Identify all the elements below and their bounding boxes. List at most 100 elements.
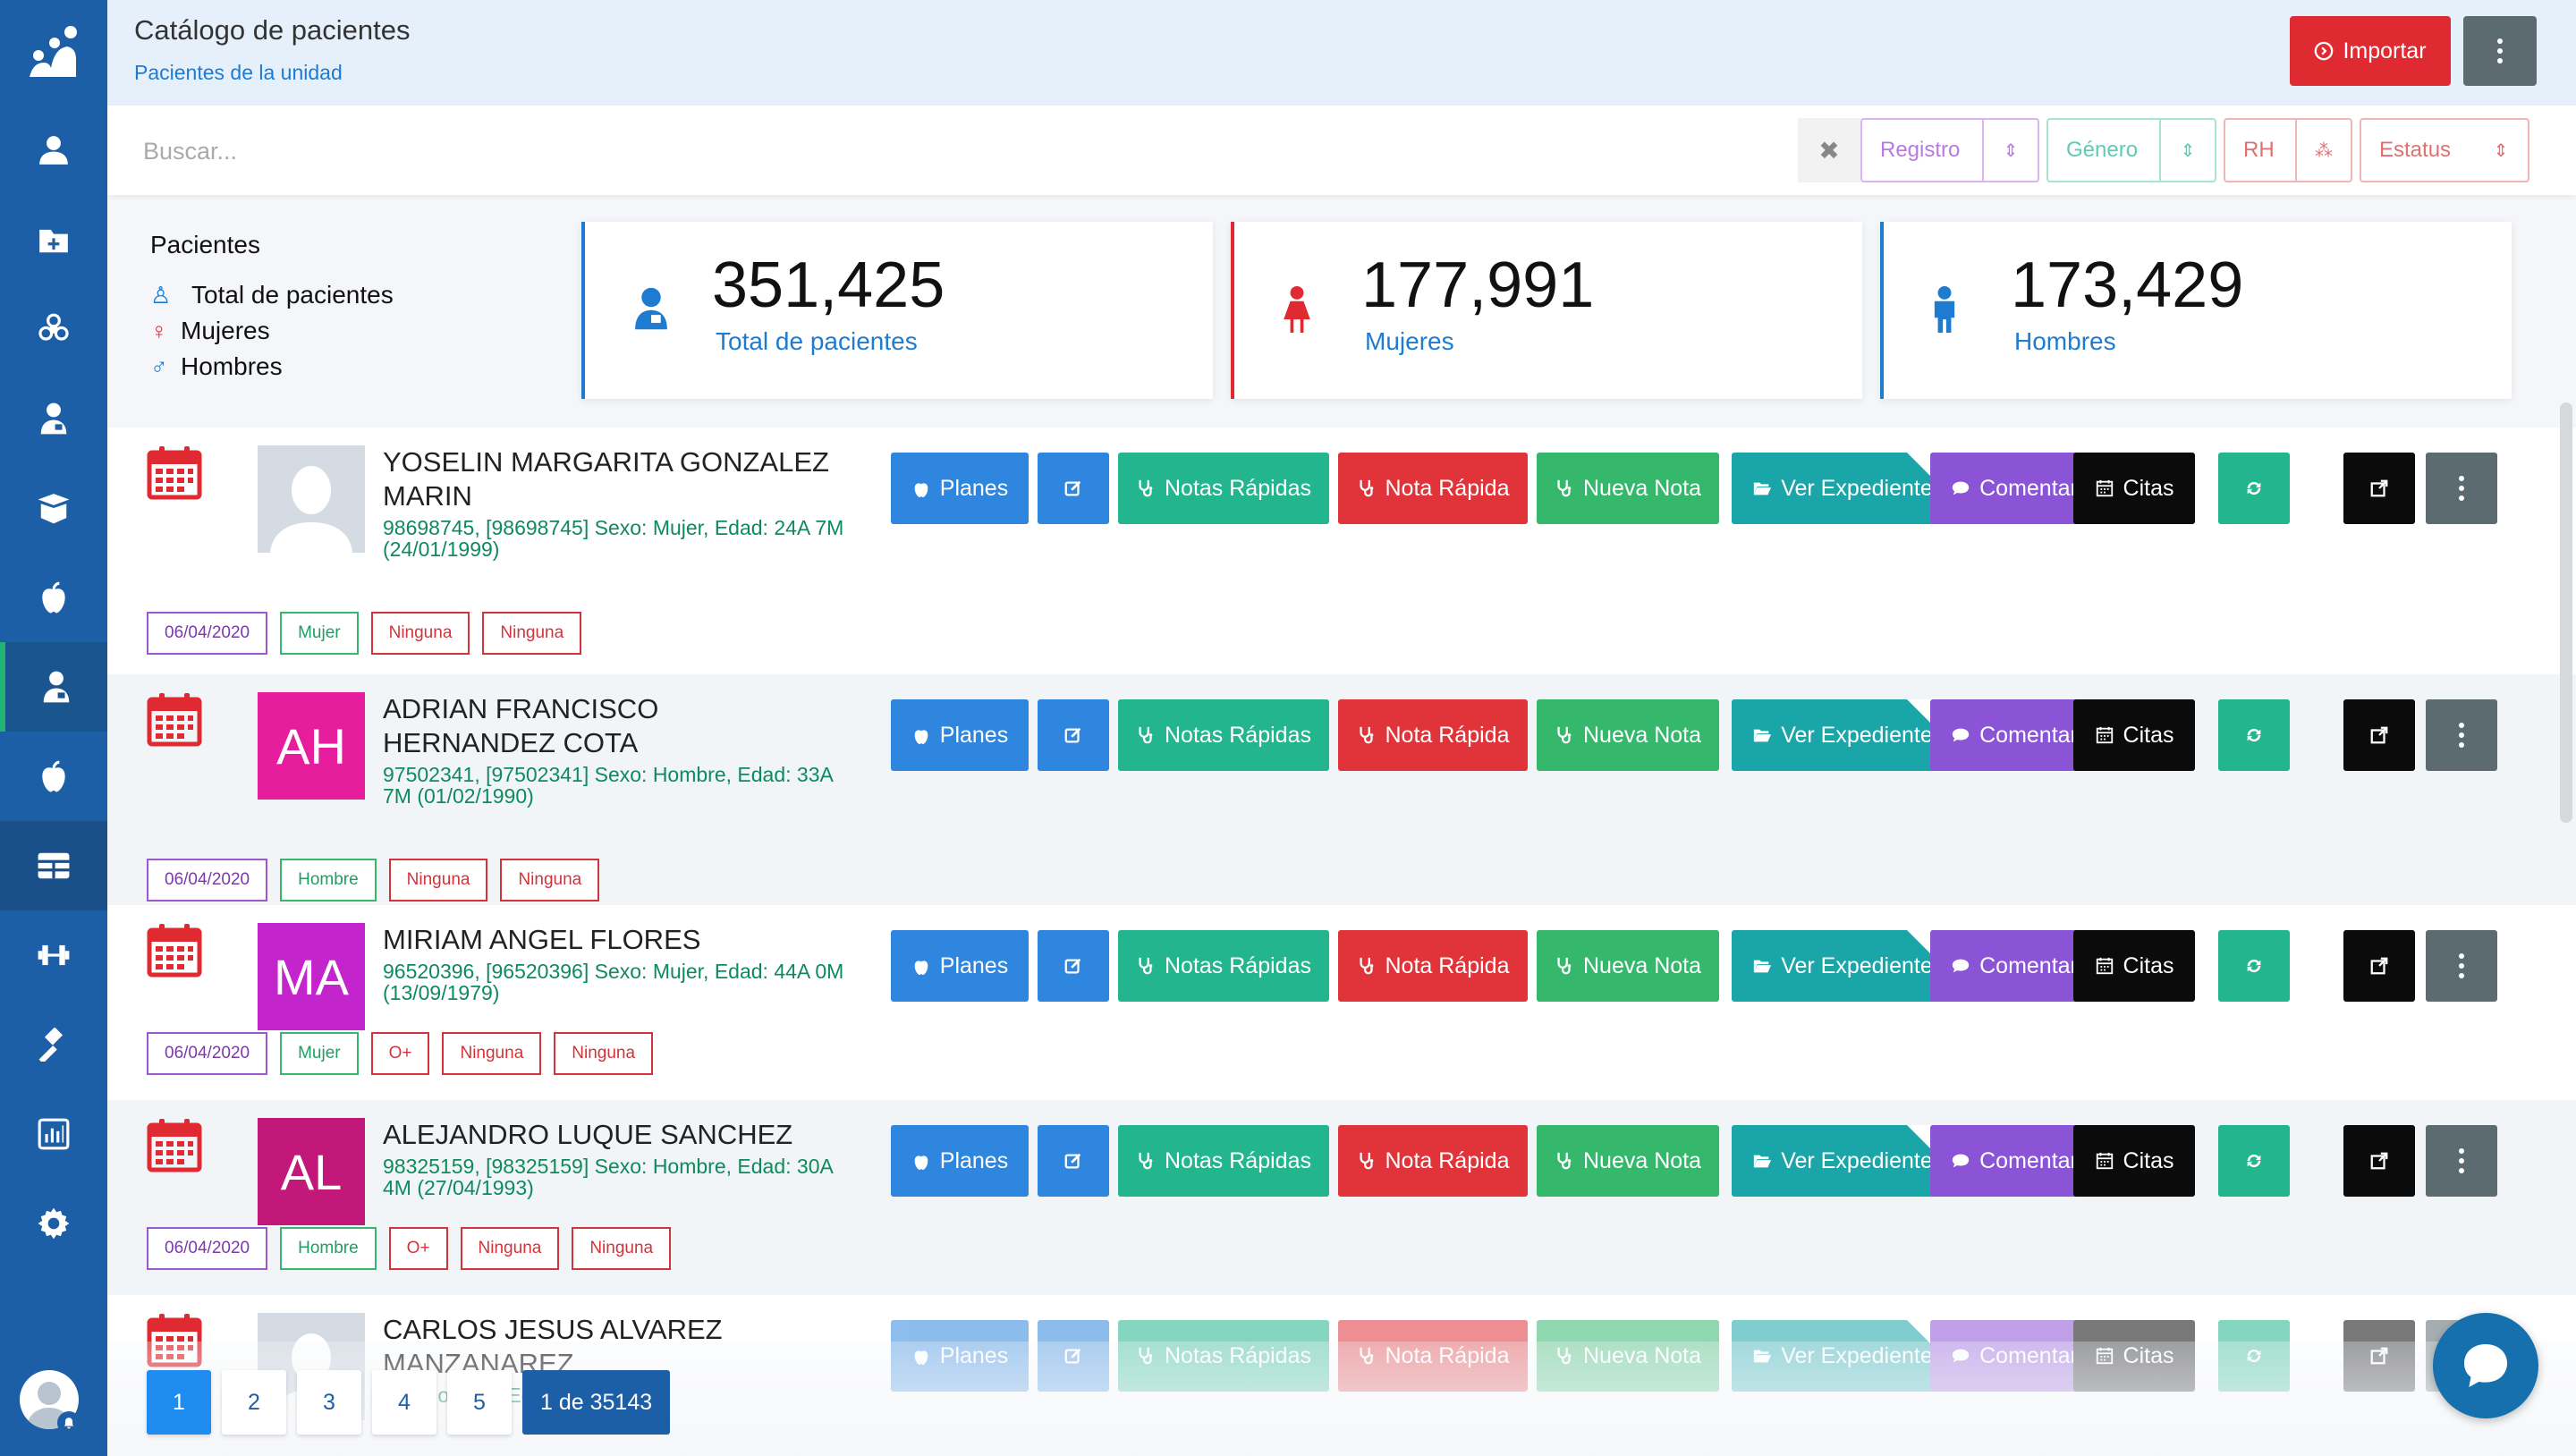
planes-button[interactable]: Planes <box>891 1125 1029 1197</box>
notas-rapidas-button[interactable]: Notas Rápidas <box>1118 930 1329 1002</box>
filter-estatus[interactable]: Estatus ⇕ <box>2360 118 2529 182</box>
citas-button[interactable]: Citas <box>2073 930 2195 1002</box>
scrollbar[interactable] <box>2560 402 2572 823</box>
bell-icon[interactable] <box>57 1411 80 1435</box>
ver-expediente-button[interactable]: Ver Expediente★ <box>1732 930 1953 1002</box>
sidebar-item-inventory[interactable] <box>0 463 107 553</box>
filter-rh[interactable]: RH ⁂ <box>2224 118 2352 182</box>
sidebar-item-legal[interactable] <box>0 1000 107 1089</box>
notas-rapidas-button[interactable]: Notas Rápidas <box>1118 1125 1329 1197</box>
edit-icon <box>1064 480 1081 496</box>
sync-button[interactable] <box>2218 699 2290 771</box>
user-icon: ♙ <box>150 281 172 309</box>
comments-icon <box>1952 1154 1970 1168</box>
user-injured-icon <box>635 287 667 330</box>
nueva-nota-button[interactable]: Nueva Nota <box>1537 699 1719 771</box>
condition-tag: Ninguna <box>572 1227 672 1270</box>
appointment-calendar[interactable] <box>147 692 202 748</box>
open-button[interactable] <box>2343 1125 2415 1197</box>
filter-genero[interactable]: Género ⇕ <box>2046 118 2216 182</box>
page-button[interactable]: 3 <box>297 1370 361 1435</box>
page-button[interactable]: 1 <box>147 1370 211 1435</box>
page-button[interactable]: 4 <box>372 1370 436 1435</box>
patient-name[interactable]: ADRIAN FRANCISCO HERNANDEZ COTA <box>383 693 659 758</box>
more-button[interactable] <box>2426 453 2497 524</box>
header-menu-button[interactable] <box>2463 16 2537 86</box>
patient-name[interactable]: MIRIAM ANGEL FLORES <box>383 924 701 955</box>
rh-tag: O+ <box>388 1227 448 1270</box>
chat-button[interactable] <box>2433 1313 2538 1418</box>
nota-rapida-button[interactable]: Nota Rápida <box>1338 699 1528 771</box>
app-logo[interactable] <box>0 0 107 106</box>
open-button[interactable] <box>2343 699 2415 771</box>
patient-tags: 06/04/2020 Hombre O+ Ninguna Ninguna <box>147 1227 672 1270</box>
nueva-nota-button[interactable]: Nueva Nota <box>1537 1125 1719 1197</box>
notas-rapidas-button-label: Notas Rápidas <box>1165 722 1311 748</box>
sidebar-item-doctors[interactable] <box>0 374 107 463</box>
comments-icon <box>1952 959 1970 973</box>
nota-rapida-button[interactable]: Nota Rápida <box>1338 930 1528 1002</box>
sync-button[interactable] <box>2218 453 2290 524</box>
condition-tag: Ninguna <box>500 859 600 902</box>
default-avatar-icon <box>258 445 365 553</box>
planes-button[interactable]: Planes <box>891 699 1029 771</box>
user-avatar[interactable] <box>20 1370 79 1429</box>
nota-rapida-button[interactable]: Nota Rápida <box>1338 453 1528 524</box>
page-subtitle[interactable]: Pacientes de la unidad <box>134 61 343 84</box>
citas-button[interactable]: Citas <box>2073 699 2195 771</box>
open-button[interactable] <box>2343 930 2415 1002</box>
edit-button[interactable] <box>1038 930 1109 1002</box>
patient-name[interactable]: ALEJANDRO LUQUE SANCHEZ <box>383 1119 793 1150</box>
sidebar-item-nutrition[interactable] <box>0 553 107 642</box>
appointment-calendar[interactable] <box>147 445 202 501</box>
ver-expediente-button[interactable]: Ver Expediente★ <box>1732 1125 1953 1197</box>
citas-button[interactable]: Citas <box>2073 1125 2195 1197</box>
stethoscope-icon <box>1557 479 1572 497</box>
sidebar-item-records[interactable] <box>0 195 107 284</box>
clear-search-button[interactable]: ✖ <box>1798 118 1860 182</box>
sidebar-item-diet[interactable] <box>0 732 107 821</box>
notas-rapidas-button[interactable]: Notas Rápidas <box>1118 699 1329 771</box>
sidebar-item-reports[interactable] <box>0 1089 107 1179</box>
open-button[interactable] <box>2343 453 2415 524</box>
appointment-calendar[interactable] <box>147 923 202 978</box>
ellipsis-vertical-icon <box>2459 476 2464 501</box>
planes-button[interactable]: Planes <box>891 453 1029 524</box>
female-icon: ♀ <box>150 317 168 344</box>
filter-registro[interactable]: Registro ⇕ <box>1860 118 2039 182</box>
sync-button[interactable] <box>2218 930 2290 1002</box>
more-button[interactable] <box>2426 699 2497 771</box>
import-button[interactable]: Importar <box>2290 16 2451 86</box>
citas-button[interactable]: Citas <box>2073 453 2195 524</box>
more-button[interactable] <box>2426 1125 2497 1197</box>
edit-button[interactable] <box>1038 453 1109 524</box>
more-button[interactable] <box>2426 930 2497 1002</box>
page-button[interactable]: 2 <box>222 1370 286 1435</box>
page-button[interactable]: 5 <box>447 1370 512 1435</box>
nota-rapida-button[interactable]: Nota Rápida <box>1338 1125 1528 1197</box>
planes-button[interactable]: Planes <box>891 930 1029 1002</box>
stat-women-label: Mujeres <box>1365 327 1454 355</box>
nueva-nota-button[interactable]: Nueva Nota <box>1537 930 1719 1002</box>
edit-button[interactable] <box>1038 1125 1109 1197</box>
ver-expediente-button[interactable]: Ver Expediente★ <box>1732 699 1953 771</box>
nueva-nota-button[interactable]: Nueva Nota <box>1537 453 1719 524</box>
search-input[interactable] <box>143 129 1753 174</box>
stat-card-men: 173,429 Hombres <box>1880 222 2512 399</box>
sidebar-item-patients[interactable] <box>0 642 107 732</box>
ver-expediente-button[interactable]: Ver Expediente★ <box>1732 453 1953 524</box>
patient-name[interactable]: YOSELIN MARGARITA GONZALEZ MARIN <box>383 446 829 512</box>
sidebar-item-fitness[interactable] <box>0 910 107 1000</box>
sync-button[interactable] <box>2218 1125 2290 1197</box>
sidebar-item-users[interactable] <box>0 106 107 195</box>
notas-rapidas-button[interactable]: Notas Rápidas <box>1118 453 1329 524</box>
condition-tag: Ninguna <box>554 1032 654 1075</box>
citas-button-label: Citas <box>2123 1147 2174 1173</box>
sidebar-item-settings[interactable] <box>0 1179 107 1268</box>
filter-rh-label: RH <box>2243 138 2275 162</box>
sidebar-item-biohazard[interactable] <box>0 284 107 374</box>
sidebar-item-tables[interactable] <box>0 821 107 910</box>
edit-button[interactable] <box>1038 699 1109 771</box>
appointment-calendar[interactable] <box>147 1118 202 1173</box>
nueva-nota-button-label: Nueva Nota <box>1582 1147 1702 1173</box>
